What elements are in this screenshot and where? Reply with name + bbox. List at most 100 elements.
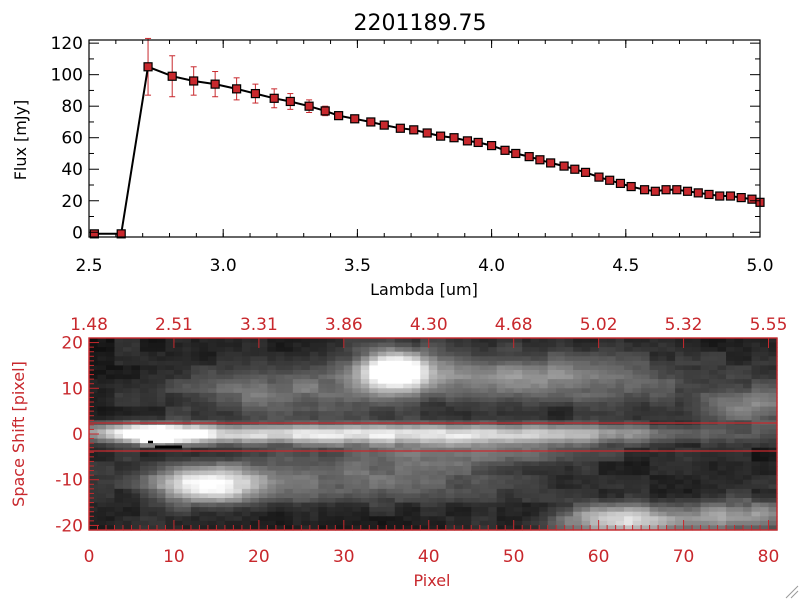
image-y-ticks: -20 -10 0 10 20 — [55, 334, 99, 536]
spectral-image-heatmap — [89, 338, 778, 531]
resize-grip-icon[interactable] — [785, 585, 799, 599]
image-x-tick-label: 20 — [248, 547, 270, 567]
image-y-tick-label: 20 — [61, 334, 83, 354]
flux-point — [682, 186, 693, 196]
flux-point — [650, 186, 660, 196]
flux-point — [350, 114, 360, 124]
y-tick-label: 60 — [61, 129, 83, 149]
image-x-tick-label: 80 — [758, 547, 780, 567]
image-x-tick-label: 70 — [673, 547, 695, 567]
flux-point — [395, 123, 405, 133]
image-x-tick-label: 10 — [163, 547, 185, 567]
image-y-tick-label: -20 — [55, 516, 83, 536]
top-tick-label: 2.51 — [155, 315, 193, 335]
image-x-axis-label: Pixel — [413, 571, 450, 590]
flux-point — [320, 106, 330, 116]
flux-point — [473, 137, 483, 148]
spectrum-y-axis-label: Flux [mJy] — [11, 100, 30, 181]
y-tick-label: 0 — [72, 223, 83, 243]
top-tick-label: 5.32 — [665, 315, 703, 335]
spectrum-x-axis-label: Lambda [um] — [370, 280, 478, 299]
flux-point — [366, 117, 376, 127]
top-tick-label: 5.02 — [580, 315, 618, 335]
flux-point — [436, 131, 446, 141]
flux-point — [524, 152, 534, 162]
x-tick-label: 5.0 — [746, 256, 773, 276]
flux-point — [487, 140, 497, 151]
image-top-wavelength-ticks: 1.48 2.51 3.31 3.86 4.30 4.68 5.02 5.32 5.55 — [70, 315, 787, 348]
spectral-image-panel: 0 10 20 30 40 50 60 70 80 1.48 2.51 3.31 3.86 4.30 4.… — [9, 315, 787, 590]
flux-point — [546, 158, 556, 168]
x-tick-label: 2.5 — [75, 256, 102, 276]
flux-point — [269, 93, 279, 103]
flux-point — [232, 84, 242, 94]
flux-point — [462, 136, 473, 146]
image-y-tick-label: -10 — [55, 471, 83, 491]
spectrum-y-ticks: 0 20 40 60 80 100 120 — [51, 34, 760, 243]
image-x-tick-label: 40 — [418, 547, 440, 567]
image-x-tick-label: 50 — [503, 547, 525, 567]
flux-point — [449, 133, 459, 143]
x-tick-label: 4.0 — [478, 256, 505, 276]
flux-point — [594, 172, 604, 182]
flux-point — [747, 194, 757, 204]
flux-point — [189, 76, 199, 86]
flux-point — [116, 229, 126, 239]
y-tick-label: 40 — [61, 160, 83, 180]
flux-point — [570, 164, 580, 174]
flux-point — [580, 167, 591, 177]
x-tick-label: 3.5 — [344, 256, 371, 276]
image-y-axis-label: Space Shift [pixel] — [9, 361, 28, 507]
image-x-tick-label: 0 — [84, 547, 95, 567]
flux-point — [672, 185, 682, 195]
flux-point — [661, 185, 671, 195]
flux-point — [89, 229, 99, 239]
flux-point — [511, 148, 521, 159]
image-x-tick-label: 30 — [333, 547, 355, 567]
flux-series-line — [94, 65, 761, 235]
top-tick-label: 5.55 — [750, 315, 788, 335]
flux-point — [210, 79, 220, 89]
spectrum-panel: 2201189.75 2.5 3.0 3.5 4.0 4.5 5.0 0 20 40 60 80 1… — [11, 11, 774, 299]
flux-point — [605, 175, 615, 185]
top-tick-label: 1.48 — [70, 315, 108, 335]
x-tick-label: 4.5 — [612, 256, 639, 276]
flux-point — [250, 88, 261, 99]
top-tick-label: 3.31 — [240, 315, 278, 335]
spectrum-plot-area — [89, 37, 765, 239]
flux-point — [535, 155, 545, 165]
x-tick-label: 3.0 — [210, 256, 237, 276]
image-y-tick-label: 0 — [72, 425, 83, 445]
flux-point — [422, 128, 432, 138]
y-tick-label: 20 — [61, 192, 83, 212]
flux-point — [143, 62, 153, 72]
flux-point — [615, 178, 626, 189]
flux-point — [285, 96, 295, 107]
top-tick-label: 3.86 — [325, 315, 363, 335]
flux-point — [693, 188, 703, 198]
spectrum-x-ticks: 2.5 3.0 3.5 4.0 4.5 5.0 — [75, 40, 774, 276]
image-x-tick-label: 60 — [588, 547, 610, 567]
spectrum-plot-frame — [88, 39, 761, 238]
flux-point — [304, 101, 314, 111]
flux-point — [379, 120, 389, 130]
flux-point — [715, 191, 725, 201]
flux-point — [639, 185, 650, 195]
flux-point — [409, 125, 419, 135]
y-tick-label: 100 — [51, 66, 83, 86]
flux-point — [334, 111, 344, 121]
image-x-ticks: 0 10 20 30 40 50 60 70 80 — [84, 520, 780, 567]
flux-point — [167, 71, 177, 81]
flux-point — [725, 191, 736, 201]
y-tick-label: 80 — [61, 97, 83, 117]
top-tick-label: 4.68 — [495, 315, 533, 335]
spectrum-title: 2201189.75 — [354, 11, 487, 36]
flux-point — [500, 145, 510, 155]
flux-point — [736, 193, 746, 203]
flux-point — [626, 181, 636, 192]
flux-point — [559, 161, 569, 171]
image-y-tick-label: 10 — [61, 379, 83, 399]
y-tick-label: 120 — [51, 34, 83, 54]
top-tick-label: 4.30 — [410, 315, 448, 335]
